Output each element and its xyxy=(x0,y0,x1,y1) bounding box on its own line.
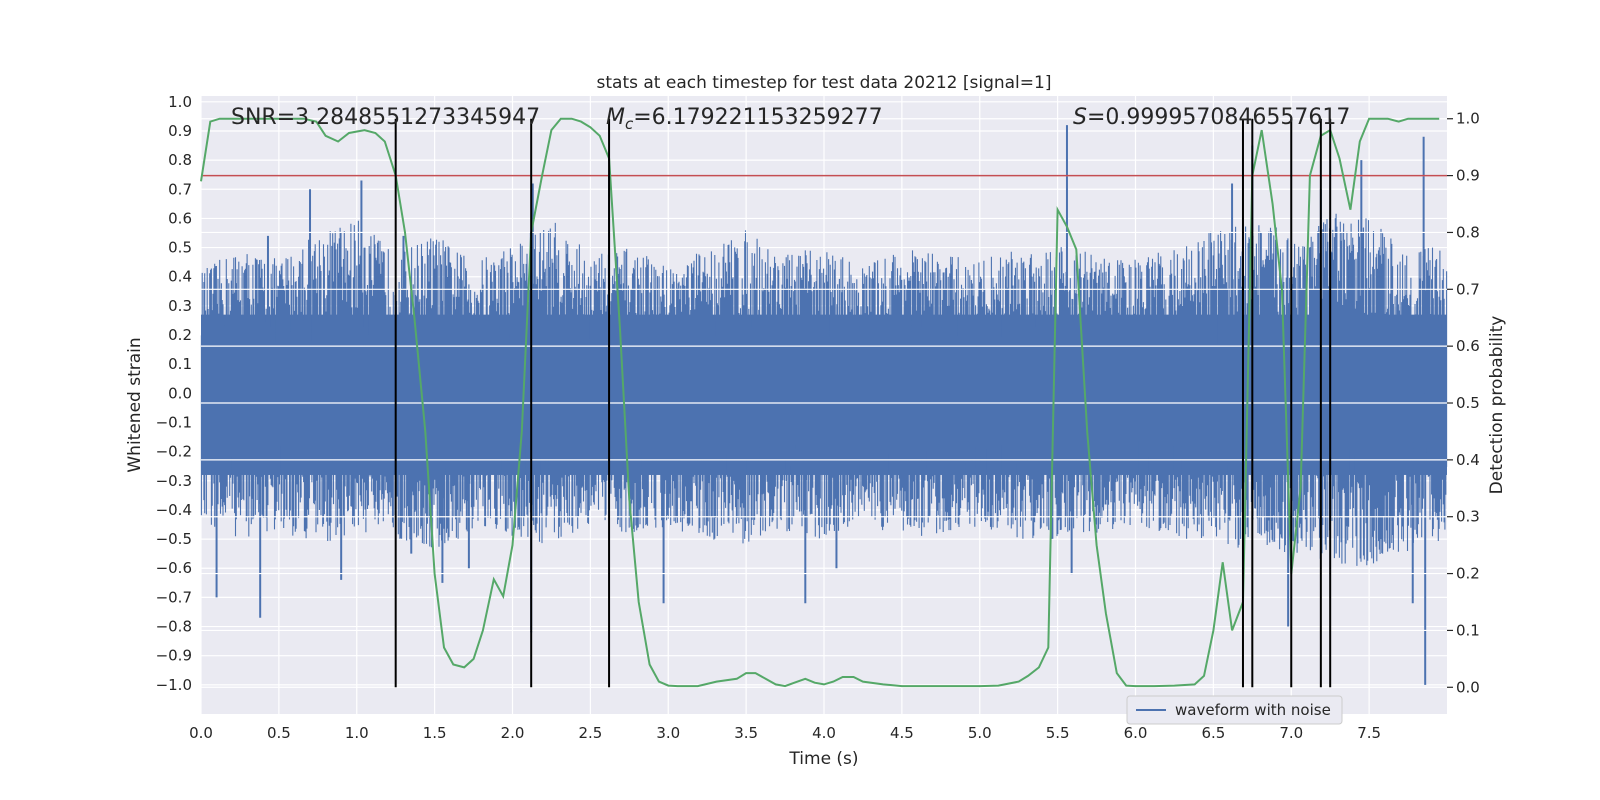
y-tick-label: −0.3 xyxy=(156,472,192,490)
x-tick-label: 7.0 xyxy=(1279,724,1303,742)
y2-tick-label: 0.3 xyxy=(1456,508,1480,526)
y2-tick-label: 0.9 xyxy=(1456,167,1480,185)
x-tick-label: 1.5 xyxy=(423,724,447,742)
chirp-mass-value: =6.179221153259277 xyxy=(633,105,882,130)
x-axis-label: Time (s) xyxy=(788,749,858,769)
x-tick-label: 7.5 xyxy=(1357,724,1381,742)
chirp-mass-subscript: c xyxy=(625,115,634,133)
waveform-line xyxy=(200,213,1448,566)
y2-tick-label: 0.0 xyxy=(1456,678,1480,696)
y-tick-label: −0.2 xyxy=(156,443,192,461)
chirp-mass-annotation: Mc=6.179221153259277 xyxy=(606,105,883,133)
y-tick-label: −0.7 xyxy=(156,588,192,606)
y-tick-label: 0.6 xyxy=(168,209,192,227)
y-tick-label: −0.6 xyxy=(156,559,192,577)
x-tick-label: 5.5 xyxy=(1046,724,1070,742)
score-annotation: S=0.9999570846557617 xyxy=(1073,105,1350,130)
waveform-series xyxy=(200,125,1448,685)
y-tick-label: 0.8 xyxy=(168,151,192,169)
axes: 0.0 0.5 1.0 1.5 2.0 2.5 3.0 3.5 4.0 4.5 5.0 5.5 6.0 6… xyxy=(156,93,1480,742)
x-tick-label: 1.0 xyxy=(345,724,369,742)
y2-tick-label: 1.0 xyxy=(1456,110,1480,128)
chart-title: stats at each timestep for test data 202… xyxy=(597,73,1052,93)
x-tick-label: 3.0 xyxy=(656,724,680,742)
score-value: =0.9999570846557617 xyxy=(1087,105,1350,130)
y-tick-label: 0.0 xyxy=(168,384,192,402)
y-tick-label: 0.4 xyxy=(168,268,192,286)
detection-markers xyxy=(394,118,1332,688)
y-tick-label: 1.0 xyxy=(168,93,192,111)
y2-tick-label: 0.6 xyxy=(1456,337,1480,355)
x-tick-label: 2.0 xyxy=(501,724,525,742)
probability-line xyxy=(200,117,1440,688)
score-symbol: S xyxy=(1073,105,1087,130)
x-tick-label: 4.5 xyxy=(890,724,914,742)
y-tick-label: 0.1 xyxy=(168,355,192,373)
y2-axis-label: Detection probability xyxy=(1487,316,1507,495)
x-tick-label: 4.0 xyxy=(812,724,836,742)
y2-tick-label: 0.2 xyxy=(1456,565,1480,583)
snr-annotation: SNR=3.2848551273345947 xyxy=(231,105,540,130)
y2-tick-label: 0.4 xyxy=(1456,451,1480,469)
y-tick-label: 0.3 xyxy=(168,297,192,315)
x-tick-label: 0.0 xyxy=(189,724,213,742)
y-tick-label: −0.5 xyxy=(156,530,192,548)
y-tick-label: 0.2 xyxy=(168,326,192,344)
chirp-mass-symbol: M xyxy=(606,105,625,130)
y-tick-label: −0.9 xyxy=(156,647,192,665)
x-tick-label: 3.5 xyxy=(734,724,758,742)
y2-tick-label: 0.8 xyxy=(1456,223,1480,241)
y2-tick-label: 0.5 xyxy=(1456,394,1480,412)
y-tick-label: −0.4 xyxy=(156,501,192,519)
legend: waveform with noise xyxy=(1126,695,1343,725)
x-tick-label: 5.0 xyxy=(968,724,992,742)
x-tick-label: 6.5 xyxy=(1201,724,1225,742)
x-tick-label: 2.5 xyxy=(578,724,602,742)
x-tick-label: 0.5 xyxy=(267,724,291,742)
y-tick-label: −0.1 xyxy=(156,413,192,431)
y-tick-label: −0.8 xyxy=(156,618,192,636)
y-tick-label: 0.5 xyxy=(168,239,192,257)
probability-series xyxy=(200,117,1447,688)
y-tick-label: −1.0 xyxy=(156,676,192,694)
y2-tick-label: 0.1 xyxy=(1456,621,1480,639)
y-tick-label: 0.9 xyxy=(168,122,192,140)
legend-box xyxy=(1126,695,1343,725)
y2-tick-label: 0.7 xyxy=(1456,280,1480,298)
y-axis-label: Whitened strain xyxy=(125,337,145,472)
x-tick-label: 6.0 xyxy=(1124,724,1148,742)
y-tick-label: 0.7 xyxy=(168,180,192,198)
legend-label: waveform with noise xyxy=(1175,701,1331,719)
